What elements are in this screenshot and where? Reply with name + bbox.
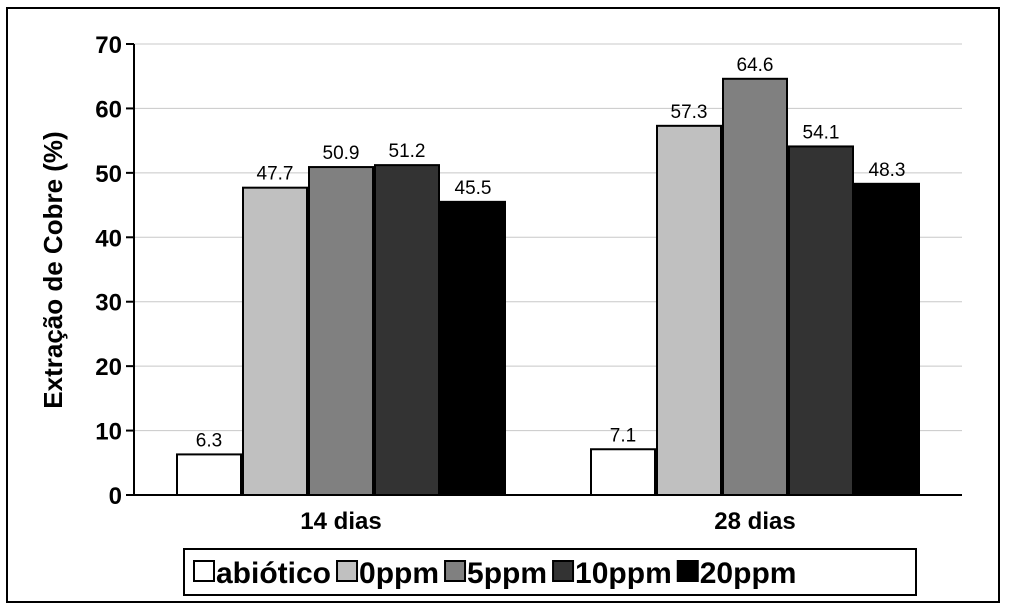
legend-label: 0ppm	[359, 557, 439, 590]
y-tick-label: 40	[95, 225, 122, 252]
y-tick-label: 30	[95, 290, 122, 317]
y-tick-label: 50	[95, 161, 122, 188]
data-labels: 6.3 47.7 50.9 51.2 45.5 7.1 57.3 64.6 54.1 48.3	[196, 55, 906, 452]
x-category-label: 14 dias	[300, 508, 381, 535]
y-axis-label: Extração de Cobre (%)	[38, 131, 68, 408]
bar-20ppm-28-dias	[854, 182, 920, 496]
y-tick-label: 0	[109, 483, 122, 510]
data-label: 57.3	[671, 102, 708, 123]
legend-swatch	[552, 560, 575, 582]
legend-label: 20ppm	[700, 557, 797, 590]
y-axis-ticks: 0 10 20 30 40 50 60 70	[95, 32, 134, 510]
legend-swatch	[444, 560, 467, 582]
y-tick-label: 10	[95, 419, 122, 446]
legend: abiótico 0ppm 5ppm 10ppm 20ppm	[183, 548, 917, 596]
legend-swatch	[193, 560, 215, 582]
data-label: 48.3	[869, 160, 906, 181]
bar-10ppm-14-dias	[374, 164, 440, 497]
bar-0ppm-28-dias	[656, 124, 722, 497]
y-tick-label: 60	[95, 96, 122, 123]
y-tick-label: 70	[95, 32, 122, 59]
legend-box	[183, 548, 917, 596]
bar-10ppm-28-dias	[788, 145, 854, 496]
bar-abiótico-28-dias	[590, 448, 656, 496]
data-label: 64.6	[737, 55, 774, 76]
data-label: 45.5	[455, 178, 492, 199]
legend-swatch	[676, 560, 699, 582]
legend-label: 5ppm	[467, 557, 547, 590]
x-axis-categories: 14 dias 28 dias	[300, 508, 795, 535]
bar-5ppm-28-dias	[722, 77, 788, 496]
data-label: 54.1	[803, 122, 840, 143]
legend-label: 10ppm	[575, 557, 672, 590]
y-tick-label: 20	[95, 354, 122, 381]
bar-5ppm-14-dias	[308, 166, 374, 497]
data-label: 47.7	[257, 164, 294, 185]
legend-swatch	[336, 560, 359, 582]
data-label: 6.3	[196, 430, 222, 451]
data-label: 50.9	[323, 143, 360, 164]
legend-label: abiótico	[216, 557, 331, 590]
data-label: 51.2	[389, 141, 426, 162]
bar-abiótico-14-dias	[176, 453, 242, 497]
x-category-label: 28 dias	[714, 508, 795, 535]
bars	[176, 77, 920, 497]
bar-0ppm-14-dias	[242, 186, 308, 496]
data-label: 7.1	[610, 425, 636, 446]
bar-20ppm-14-dias	[440, 200, 506, 496]
